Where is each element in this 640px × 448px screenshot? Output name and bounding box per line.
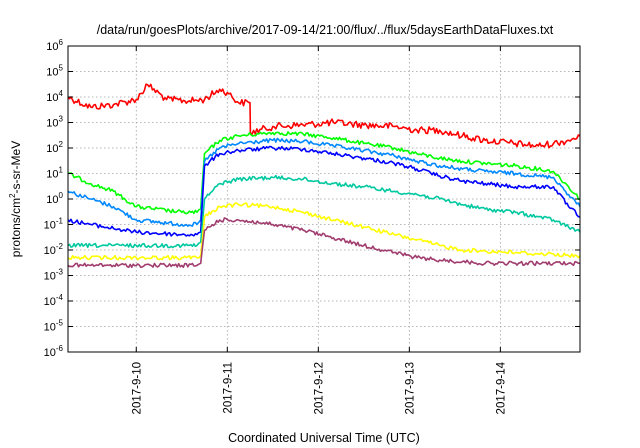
x-tick-label: 2017-9-13 [404, 362, 416, 414]
y-axis-ticks: 10-6 10-5 10-4 10-3 10-2 10-1 100 101 102 103 104 1… [44, 38, 580, 359]
y-tick-label: 102 [46, 140, 63, 155]
y-tick-label: 103 [46, 115, 63, 130]
grid-lines [68, 46, 580, 352]
y-tick-label: 104 [46, 89, 63, 104]
y-tick-label: 10-2 [44, 242, 64, 257]
y-tick-label: 106 [46, 38, 63, 53]
series-line-4 [67, 145, 581, 237]
series-line-3 [67, 137, 581, 227]
y-tick-label: 10-3 [44, 268, 64, 283]
x-tick-label: 2017-9-10 [131, 362, 143, 414]
y-tick-label: 10-1 [44, 217, 64, 232]
y-tick-label: 101 [46, 166, 63, 181]
series-line-5 [67, 174, 581, 249]
series-line-6 [67, 202, 581, 261]
y-tick-label: 105 [46, 64, 63, 79]
x-tick-label: 2017-9-12 [313, 362, 325, 414]
series-line-1 [67, 83, 581, 149]
y-tick-label: 100 [46, 191, 63, 206]
y-tick-label: 10-6 [44, 344, 64, 359]
series-line-2 [67, 131, 581, 215]
series-line-7 [67, 217, 581, 269]
data-series [67, 83, 581, 269]
x-tick-label: 2017-9-11 [222, 362, 234, 414]
chart-title: /data/run/goesPlots/archive/2017-09-14/2… [97, 23, 554, 37]
y-tick-label: 10-5 [44, 319, 64, 334]
x-axis-label: Coordinated Universal Time (UTC) [228, 431, 420, 445]
y-axis-label: protons/cm2-s-sr-MeV [8, 141, 23, 257]
x-axis-ticks: 2017-9-10 2017-9-11 2017-9-12 2017-9-13 2017… [131, 46, 507, 414]
x-tick-label: 2017-9-14 [495, 361, 507, 414]
y-tick-label: 10-4 [44, 293, 64, 308]
